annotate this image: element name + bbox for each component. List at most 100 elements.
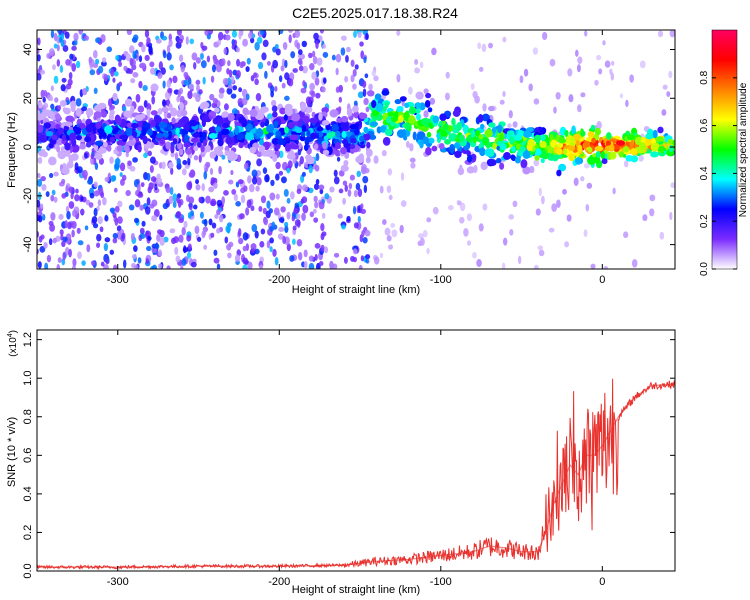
spectrogram-noise-cell [242,264,248,269]
spectrogram-noise-cell [62,251,66,261]
spectrogram-noise-cell [294,219,301,227]
spectrogram-noise-cell [231,108,238,116]
spectrogram-noise-cell [191,52,198,61]
spectrogram-noise-cell [313,183,320,190]
spectrogram-noise-cell [258,206,263,212]
spectrogram-noise-cell [173,236,180,243]
spectrogram-y-tick-label: 0 [22,144,34,150]
spectrogram-noise-cell [507,123,512,129]
spectrogram-noise-cell [167,87,173,94]
spectrogram-noise-cell [360,203,364,210]
spectrogram-ridge-cell [587,156,596,165]
spectrogram-noise-cell [246,57,251,65]
spectrogram-ridge-cell [606,132,612,140]
spectrogram-noise-cell [362,175,369,184]
spectrogram-ridge-cell [477,114,484,123]
spectrogram-ridge-cell [285,107,293,117]
spectrogram-ridge-cell [285,143,291,152]
spectrogram-noise-cell [294,202,299,208]
spectrogram-ridge-cell [438,142,445,150]
spectrogram-noise-cell [200,60,207,69]
spectrogram-ridge-cell [75,134,82,141]
spectrogram-noise-cell [594,79,599,86]
spectrogram-noise-cell [211,222,217,229]
spectrogram-ridge-cell [125,145,130,154]
spectrogram-noise-cell [92,50,98,59]
spectrogram-noise-cell [338,106,342,112]
spectrogram-noise-cell [43,241,48,249]
spectrogram-noise-cell [125,53,131,62]
spectrogram-noise-cell [96,242,101,248]
spectrogram-noise-cell [97,199,102,207]
spectrogram-noise-cell [255,93,262,102]
spectrogram-noise-cell [568,94,574,103]
spectrogram-noise-cell [322,43,327,49]
spectrogram-noise-cell [472,90,478,99]
spectrogram-noise-cell [181,227,186,236]
spectrogram-noise-cell [57,104,62,111]
spectrogram-noise-cell [501,262,506,269]
spectrogram-noise-cell [288,30,293,33]
spectrogram-ridge-cell [313,143,319,151]
spectrogram-noise-cell [188,203,193,211]
spectrogram-ridge-cell [416,131,426,140]
spectrogram-ridge-cell [355,155,365,164]
spectrogram-noise-cell [57,257,62,263]
spectrogram-noise-cell [92,223,99,229]
spectrogram-ridge-cell [222,123,230,129]
spectrogram-ridge-cell [37,114,44,121]
spectrogram-ridge-cell [242,107,249,115]
spectrogram-ridge-cell [258,145,266,153]
spectrogram-noise-cell [38,235,43,243]
spectrogram-ridge-cell [514,156,521,164]
colorbar: 0.0 0.2 0.4 0.6 0.8 Normalized spectral ampl… [699,29,749,276]
spectrogram-ridge-cell [84,136,92,143]
spectrogram-noise-cell [59,229,64,236]
spectrogram-noise-cell [315,92,321,99]
spectrogram-ridge-cell [577,144,583,154]
spectrogram-noise-cell [39,69,46,75]
spectrogram-noise-cell [649,208,655,217]
spectrogram-noise-cell [517,255,522,265]
spectrogram-noise-cell [583,163,590,169]
spectrogram-noise-cell [210,177,216,184]
spectrogram-noise-cell [151,264,158,269]
spectrogram-noise-cell [117,200,123,208]
spectrogram-noise-cell [387,168,393,176]
spectrogram-noise-cell [329,186,335,193]
spectrogram-noise-cell [670,182,675,189]
spectrogram-noise-cell [154,183,158,191]
spectrogram-noise-cell [93,181,98,188]
spectrogram-noise-cell [584,30,588,37]
spectrogram-noise-cell [61,178,66,184]
spectrogram-noise-cell [283,189,289,197]
snr-y-tick-label: 1.2 [22,332,34,347]
spectrogram-ridge-cell [340,164,349,172]
spectrogram-noise-cell [50,194,55,202]
spectrogram-noise-cell [360,208,367,215]
spectrogram-ridge-cell [396,105,404,113]
spectrogram-noise-cell [366,156,371,162]
spectrogram-noise-cell [342,197,346,205]
spectrogram-noise-cell [138,55,143,63]
spectrogram-noise-cell [165,187,171,194]
spectrogram-noise-cell [361,230,365,238]
snr-y-tick-label: 0.8 [22,409,34,424]
spectrogram-noise-cell [362,236,368,244]
spectrogram-noise-cell [218,92,224,99]
spectrogram-ridge-cell [205,145,211,153]
spectrogram-noise-cell [210,200,216,207]
spectrogram-noise-cell [68,186,74,194]
spectrogram-ridge-cell [363,126,369,134]
spectrogram-noise-cell [278,150,284,159]
spectrogram-noise-cell [178,217,184,224]
spectrogram-noise-cell [631,259,638,268]
spectrogram-noise-cell [400,172,405,181]
spectrogram-noise-cell [117,216,123,224]
spectrogram-noise-cell [119,172,123,178]
spectrogram-ridge-cell [234,126,240,136]
spectrogram-ridge-cell [344,131,353,138]
spectrogram-ridge-cell [488,122,496,128]
spectrogram-ridge-cell [600,151,606,160]
spectrogram-ridge-cell [191,137,199,143]
